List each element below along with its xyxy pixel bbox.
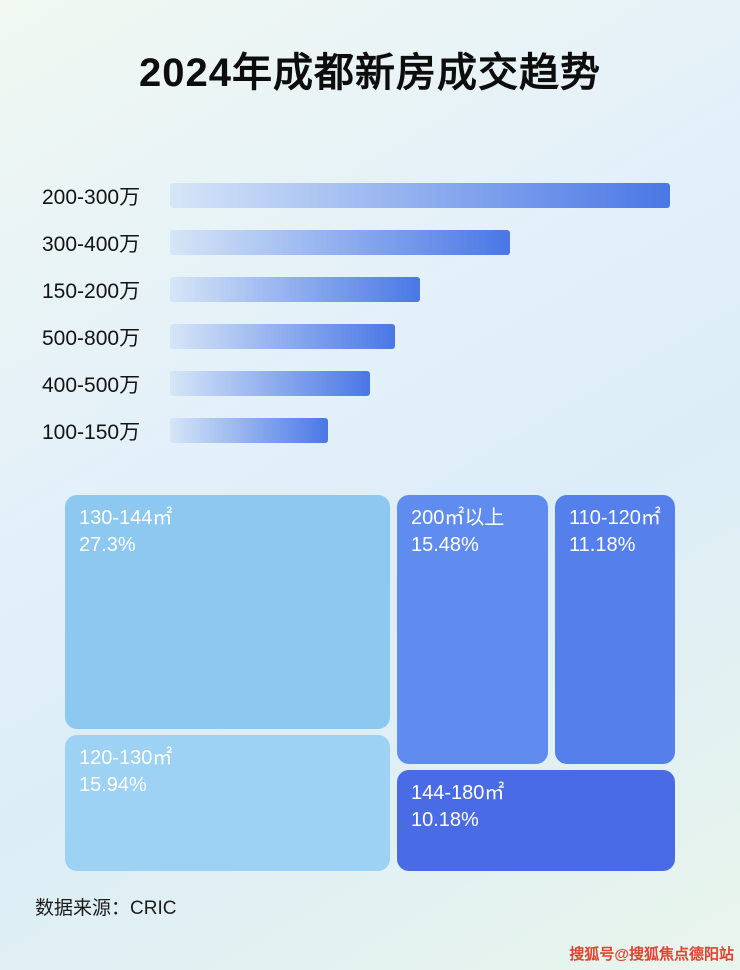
bar: [170, 418, 328, 443]
tile-value: 15.94%: [79, 774, 147, 796]
tile-value: 10.18%: [411, 809, 479, 831]
bar-label: 300-400万: [42, 232, 141, 256]
bar-label: 400-500万: [42, 373, 141, 397]
bar: [170, 230, 510, 255]
page-title: 2024年成都新房成交趋势: [139, 51, 601, 95]
bar-row: 200-300万: [42, 183, 670, 209]
treemap-tile: 130-144㎡ 27.3%: [65, 495, 390, 729]
tile-label: 144-180㎡: [411, 782, 505, 804]
bar: [170, 371, 370, 396]
bar-track: [170, 324, 670, 349]
bar-row: 100-150万: [42, 418, 670, 444]
bar-row: 500-800万: [42, 324, 670, 350]
bar-track: [170, 418, 670, 443]
bar-track: [170, 371, 670, 396]
treemap-tile: 120-130㎡ 15.94%: [65, 735, 390, 871]
tile-value: 15.48%: [411, 534, 479, 556]
bar: [170, 277, 420, 302]
area-treemap: 130-144㎡ 27.3% 200㎡以上 15.48% 110-120㎡ 11…: [65, 495, 675, 871]
data-source: 数据来源：CRIC: [35, 898, 177, 919]
tile-label: 130-144㎡: [79, 507, 173, 529]
bar-label: 100-150万: [42, 420, 141, 444]
tile-label: 120-130㎡: [79, 747, 173, 769]
bar-track: [170, 183, 670, 208]
tile-value: 11.18%: [569, 534, 636, 556]
bar-label: 200-300万: [42, 185, 141, 209]
bar-track: [170, 230, 670, 255]
bar-label: 500-800万: [42, 326, 141, 350]
treemap-tile: 144-180㎡ 10.18%: [397, 770, 675, 871]
bar-row: 150-200万: [42, 277, 670, 303]
tile-label: 110-120㎡: [569, 507, 661, 529]
bar-label: 150-200万: [42, 279, 141, 303]
treemap-tile: 110-120㎡ 11.18%: [555, 495, 675, 764]
bar-row: 300-400万: [42, 230, 670, 256]
tile-value: 27.3%: [79, 534, 136, 556]
bar: [170, 183, 670, 208]
treemap-tile: 200㎡以上 15.48%: [397, 495, 548, 764]
price-bar-chart: 200-300万 300-400万 150-200万 500-800万 400-…: [42, 183, 670, 465]
bar-track: [170, 277, 670, 302]
bar-row: 400-500万: [42, 371, 670, 397]
bar: [170, 324, 395, 349]
watermark: 搜狐号@搜狐焦点德阳站: [569, 946, 734, 963]
tile-label: 200㎡以上: [411, 507, 505, 529]
